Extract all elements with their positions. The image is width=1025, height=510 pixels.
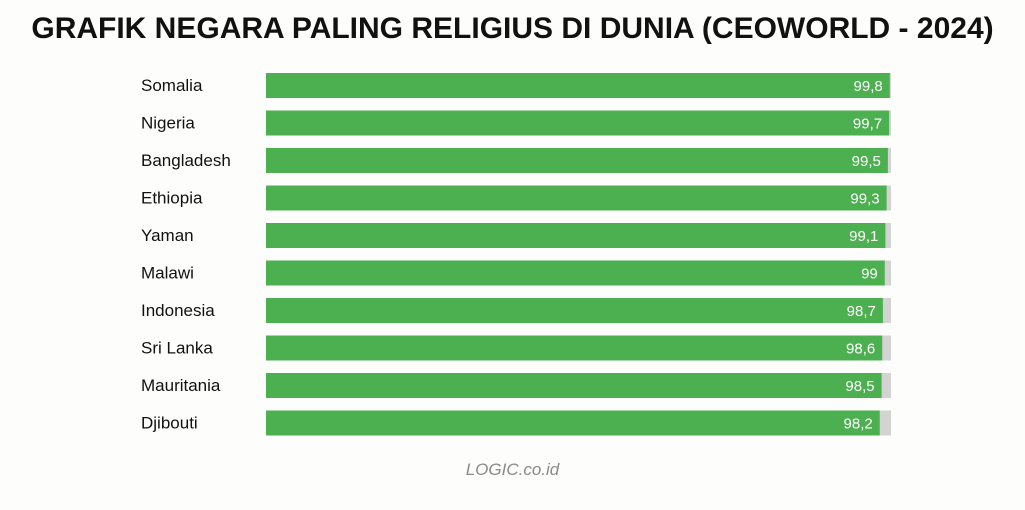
chart-title: GRAFIK NEGARA PALING RELIGIUS DI DUNIA (… (31, 12, 994, 45)
bar (266, 410, 880, 436)
bar-row: Sri Lanka 98,6 (141, 335, 891, 361)
value-label: 98,2 (844, 416, 873, 433)
category-label: Mauritania (141, 376, 221, 395)
bar-row: Indonesia 98,7 (141, 298, 891, 323)
value-label: 99,8 (854, 78, 883, 95)
bar (266, 223, 886, 248)
bar-row: Ethiopia 99,3 (141, 185, 891, 211)
category-label: Indonesia (141, 301, 215, 320)
category-label: Somalia (141, 76, 203, 95)
category-label: Nigeria (141, 114, 195, 133)
bar-row: Bangladesh 99,5 (141, 148, 891, 173)
bar-chart: Somalia 99,8 Nigeria 99,7 Bangladesh 99,5 Ethi… (141, 73, 891, 436)
bar-row: Djibouti 98,2 (141, 410, 891, 436)
bar-row: Mauritania 98,5 (141, 373, 891, 398)
bar (266, 373, 882, 398)
bar-row: Somalia 99,8 (141, 73, 891, 98)
bar (266, 260, 885, 286)
category-label: Malawi (141, 264, 194, 283)
source-credit: LOGIC.co.id (465, 460, 560, 479)
value-label: 98,6 (846, 341, 875, 358)
category-label: Sri Lanka (141, 339, 213, 358)
bar (266, 185, 887, 211)
value-label: 99,1 (849, 228, 878, 245)
value-label: 99,3 (850, 191, 879, 208)
category-label: Djibouti (141, 414, 198, 433)
value-label: 99 (861, 266, 878, 283)
value-label: 98,7 (847, 303, 876, 320)
value-label: 98,5 (845, 378, 874, 395)
bar-row: Nigeria 99,7 (141, 110, 891, 136)
bar (266, 298, 883, 323)
bar (266, 110, 890, 136)
bar (266, 335, 883, 361)
bar (266, 73, 890, 98)
category-label: Ethiopia (141, 189, 203, 208)
category-label: Yaman (141, 226, 194, 245)
bar-row: Yaman 99,1 (141, 223, 891, 248)
value-label: 99,7 (853, 116, 882, 133)
value-label: 99,5 (852, 153, 881, 170)
category-label: Bangladesh (141, 151, 231, 170)
bar-row: Malawi 99 (141, 260, 891, 286)
bar (266, 148, 888, 173)
